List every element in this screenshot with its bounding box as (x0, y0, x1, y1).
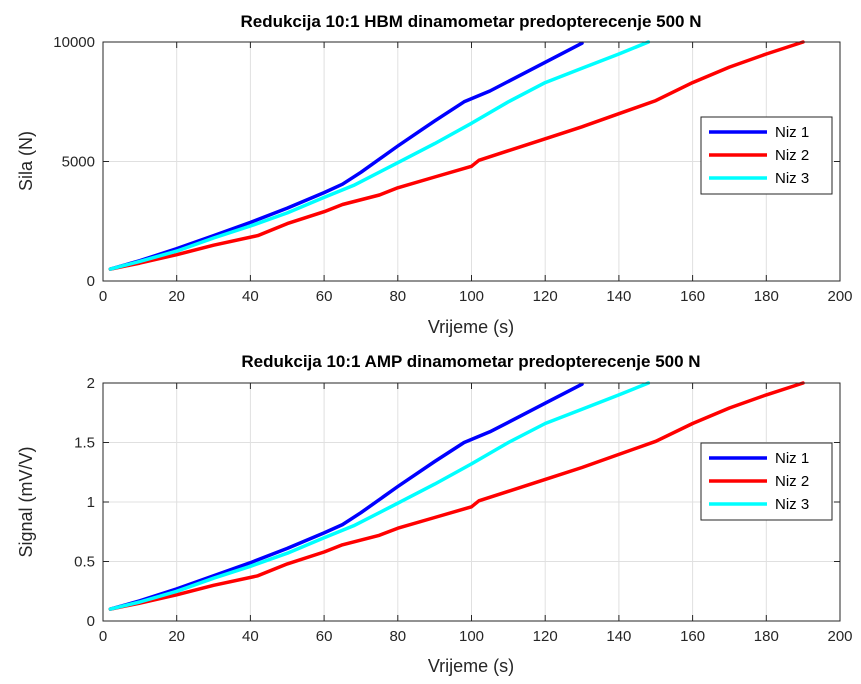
x-tick-label: 60 (316, 288, 333, 305)
x-tick-label: 160 (680, 288, 705, 305)
chart-title: Redukcija 10:1 AMP dinamometar predopter… (241, 352, 700, 371)
chart-title: Redukcija 10:1 HBM dinamometar predopter… (240, 12, 701, 31)
x-axis-label: Vrijeme (s) (428, 317, 514, 337)
series-lines (108, 381, 805, 611)
y-tick-label: 0 (87, 613, 95, 630)
x-tick-label: 80 (389, 288, 406, 305)
x-axis-label: Vrijeme (s) (428, 656, 514, 676)
series-line-1 (108, 382, 584, 611)
legend-entry-2: Niz 2 (775, 473, 809, 490)
series-line-2 (108, 381, 805, 611)
chart-hbm: Redukcija 10:1 HBM dinamometar predopter… (16, 12, 853, 337)
x-tick-label: 200 (827, 628, 852, 645)
legend-entry-3: Niz 3 (775, 496, 809, 513)
legend-entry-1: Niz 1 (775, 124, 809, 141)
x-tick-label: 20 (168, 628, 185, 645)
legend-entry-2: Niz 2 (775, 147, 809, 164)
y-tick-labels: 0 5000 10000 (53, 34, 840, 290)
x-tick-label: 100 (459, 288, 484, 305)
y-tick-label: 0.5 (74, 554, 95, 571)
y-tick-labels: 0 0.5 1 1.5 2 (74, 375, 840, 630)
x-tick-label: 160 (680, 628, 705, 645)
y-axis-label: Sila (N) (16, 131, 36, 191)
x-tick-label: 100 (459, 628, 484, 645)
legend: Niz 1 Niz 2 Niz 3 (700, 116, 833, 195)
y-tick-label: 1 (87, 494, 95, 511)
legend: Niz 1 Niz 2 Niz 3 (700, 442, 833, 521)
y-axis-label: Signal (mV/V) (16, 446, 36, 557)
x-tick-label: 0 (99, 288, 107, 305)
chart-amp: Redukcija 10:1 AMP dinamometar predopter… (16, 352, 853, 676)
x-tick-label: 140 (606, 288, 631, 305)
x-tick-label: 0 (99, 628, 107, 645)
y-tick-label: 10000 (53, 34, 95, 51)
y-tick-label: 0 (87, 273, 95, 290)
x-tick-label: 40 (242, 628, 259, 645)
x-tick-label: 180 (754, 288, 779, 305)
series-line-1 (108, 41, 584, 271)
x-tick-label: 120 (533, 288, 558, 305)
x-tick-label: 80 (389, 628, 406, 645)
y-tick-label: 1.5 (74, 435, 95, 452)
y-tick-label: 2 (87, 375, 95, 392)
x-tick-label: 60 (316, 628, 333, 645)
series-line-3 (108, 381, 651, 611)
series-line-3 (108, 40, 651, 271)
x-tick-labels: 0 20 40 60 80 100 120 140 160 180 200 (99, 42, 853, 305)
series-lines (108, 40, 805, 271)
legend-entry-3: Niz 3 (775, 170, 809, 187)
x-tick-label: 180 (754, 628, 779, 645)
x-tick-labels: 0 20 40 60 80 100 120 140 160 180 200 (99, 383, 853, 645)
x-tick-label: 40 (242, 288, 259, 305)
x-tick-label: 140 (606, 628, 631, 645)
series-line-2 (108, 40, 805, 271)
x-tick-label: 20 (168, 288, 185, 305)
x-tick-label: 120 (533, 628, 558, 645)
x-tick-label: 200 (827, 288, 852, 305)
legend-entry-1: Niz 1 (775, 450, 809, 467)
y-tick-label: 5000 (62, 154, 95, 171)
